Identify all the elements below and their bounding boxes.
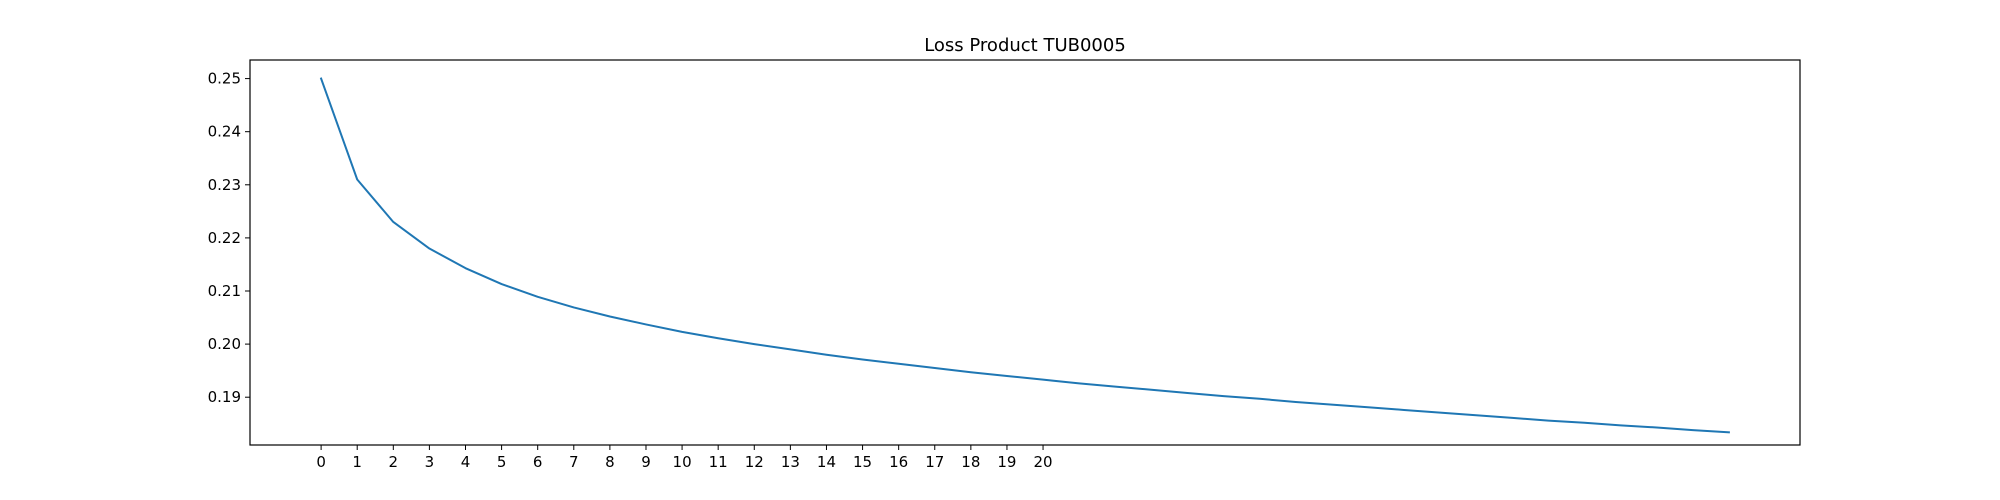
x-tick-label: 1 — [352, 453, 362, 471]
chart-title: Loss Product TUB0005 — [924, 35, 1126, 56]
y-tick-label: 0.24 — [208, 123, 241, 141]
x-tick-label: 2 — [389, 453, 399, 471]
x-axis-ticks: 0 1 2 3 4 5 6 7 8 9 10 11 12 13 14 15 16 17 18 19 20 — [316, 445, 1053, 471]
x-tick-label: 7 — [569, 453, 579, 471]
y-tick-label: 0.22 — [208, 229, 241, 247]
x-tick-label: 3 — [425, 453, 435, 471]
x-tick-label: 13 — [781, 453, 800, 471]
y-tick-label: 0.19 — [208, 388, 241, 406]
x-tick-label: 11 — [709, 453, 728, 471]
x-tick-label: 19 — [997, 453, 1016, 471]
x-tick-label: 20 — [1034, 453, 1053, 471]
y-tick-label: 0.23 — [208, 176, 241, 194]
y-tick-label: 0.20 — [208, 335, 241, 353]
x-tick-label: 16 — [889, 453, 908, 471]
x-tick-label: 9 — [641, 453, 651, 471]
x-tick-label: 8 — [605, 453, 615, 471]
x-tick-label: 17 — [925, 453, 944, 471]
loss-line — [319, 77, 1730, 434]
series-layer — [319, 77, 1730, 434]
x-tick-label: 0 — [316, 453, 326, 471]
x-tick-label: 14 — [817, 453, 836, 471]
x-tick-label: 15 — [853, 453, 872, 471]
y-tick-label: 0.21 — [208, 282, 241, 300]
x-tick-label: 6 — [533, 453, 543, 471]
x-tick-label: 4 — [461, 453, 471, 471]
x-tick-label: 10 — [673, 453, 692, 471]
x-tick-label: 12 — [745, 453, 764, 471]
x-tick-label: 5 — [497, 453, 507, 471]
plot-frame — [249, 59, 1801, 446]
y-tick-label: 0.25 — [208, 70, 241, 88]
y-axis-ticks: 0.19 0.20 0.21 0.22 0.23 0.24 0.25 — [208, 70, 250, 406]
x-tick-label: 18 — [961, 453, 980, 471]
